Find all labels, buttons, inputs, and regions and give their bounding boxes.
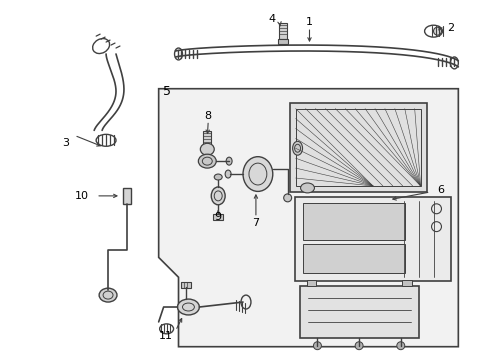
Bar: [302, 243, 404, 273]
Ellipse shape: [211, 187, 224, 205]
Bar: [277, 39, 287, 44]
Text: 1: 1: [305, 17, 312, 27]
Ellipse shape: [214, 174, 222, 180]
Ellipse shape: [99, 288, 117, 302]
Bar: [213, 214, 223, 220]
Bar: [401, 280, 411, 286]
Ellipse shape: [433, 27, 441, 35]
Bar: [278, 23, 286, 39]
Ellipse shape: [283, 194, 291, 202]
Polygon shape: [158, 89, 457, 347]
Bar: [306, 280, 316, 286]
Text: 5: 5: [162, 85, 170, 98]
Text: 2: 2: [447, 23, 454, 33]
Text: 6: 6: [437, 185, 444, 195]
Text: 9: 9: [214, 212, 222, 222]
Text: 3: 3: [62, 138, 69, 148]
Ellipse shape: [225, 157, 232, 165]
Bar: [181, 282, 191, 288]
Circle shape: [313, 342, 321, 350]
Text: 11: 11: [158, 331, 172, 341]
Text: 4: 4: [268, 14, 275, 24]
Bar: [295, 109, 420, 186]
Bar: [302, 203, 404, 239]
Ellipse shape: [200, 143, 214, 155]
Bar: [299, 286, 418, 338]
Bar: [122, 188, 131, 204]
Ellipse shape: [292, 141, 302, 155]
Ellipse shape: [300, 183, 314, 193]
Ellipse shape: [198, 154, 216, 168]
Bar: [289, 103, 426, 192]
Ellipse shape: [224, 170, 231, 178]
Ellipse shape: [177, 299, 199, 315]
Text: 10: 10: [75, 191, 89, 201]
Bar: [294, 197, 450, 281]
Text: 8: 8: [204, 112, 211, 121]
Bar: [203, 131, 211, 145]
Circle shape: [396, 342, 404, 350]
Ellipse shape: [243, 157, 272, 192]
Text: 7: 7: [252, 218, 259, 228]
Circle shape: [354, 342, 362, 350]
